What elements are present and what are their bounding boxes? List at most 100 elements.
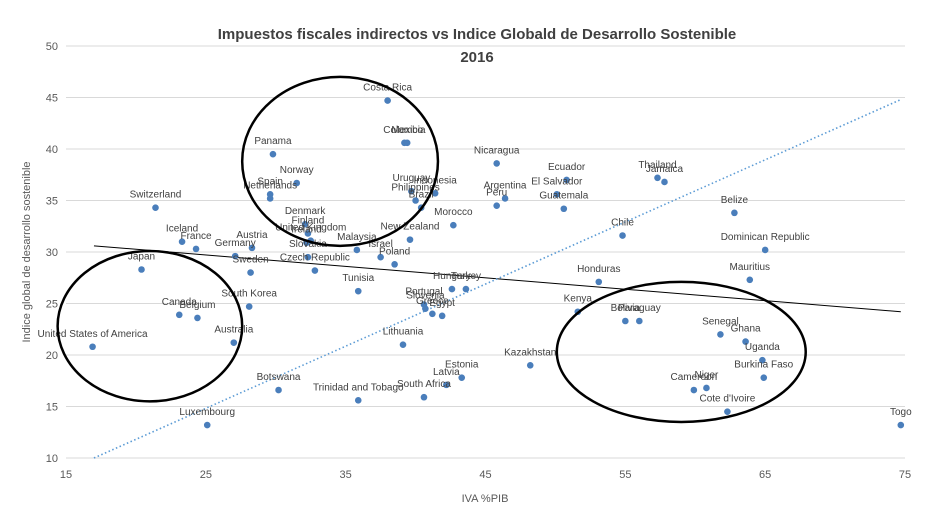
data-point	[458, 374, 466, 381]
data-point	[493, 160, 500, 167]
data-label: Thailand	[638, 160, 676, 171]
data-label: Egypt	[429, 298, 455, 309]
data-point	[595, 278, 603, 286]
x-tick-label: 55	[619, 469, 631, 481]
data-label: Iceland	[166, 224, 198, 235]
data-point	[248, 244, 256, 252]
data-point	[431, 189, 439, 197]
data-label: Togo	[890, 407, 912, 418]
data-point	[422, 305, 429, 312]
data-label: Kazakhstan	[504, 347, 556, 358]
data-label: Slovenia	[406, 291, 445, 302]
data-point	[746, 276, 754, 284]
data-label: Uganda	[745, 342, 780, 353]
data-label: South Africa	[397, 379, 451, 390]
data-label: Japan	[128, 252, 155, 263]
data-label: Philippines	[391, 183, 439, 194]
data-label: United States of America	[38, 329, 148, 340]
data-point	[560, 205, 568, 213]
data-point	[420, 393, 428, 401]
data-label: Greece	[416, 296, 449, 307]
data-point	[742, 338, 749, 345]
y-tick-label: 30	[46, 247, 58, 259]
data-label: Ireland	[291, 225, 322, 236]
data-label: Colombia	[383, 125, 426, 136]
data-label: Sweden	[233, 255, 269, 266]
data-label: Morocco	[434, 207, 473, 218]
data-label: Germany	[215, 238, 256, 249]
data-label: France	[180, 231, 212, 242]
data-label: Norway	[280, 165, 314, 176]
data-label: Denmark	[285, 206, 327, 217]
data-label: Paraguay	[618, 303, 661, 314]
y-tick-label: 35	[46, 196, 58, 208]
data-label: Panama	[254, 136, 292, 147]
data-point	[412, 197, 419, 204]
data-label: Trinidad and Tobago	[313, 382, 404, 393]
y-tick-label: 45	[46, 93, 58, 105]
data-point	[304, 253, 312, 261]
data-point	[377, 253, 384, 261]
data-label: Chile	[611, 218, 634, 229]
data-point	[203, 421, 211, 429]
y-tick-label: 50	[46, 41, 58, 53]
data-point	[269, 150, 277, 158]
data-point	[462, 285, 470, 293]
data-point	[138, 266, 145, 273]
data-point	[563, 176, 570, 184]
x-tick-label: 15	[60, 469, 72, 481]
data-point	[724, 408, 731, 415]
data-label: Cote d'Ivoire	[699, 394, 755, 405]
data-label: Switzerland	[130, 190, 182, 201]
data-label: United Kingdom	[275, 223, 346, 234]
data-point	[622, 317, 629, 325]
data-point	[247, 269, 254, 276]
data-label: Slovakia	[289, 239, 327, 250]
data-point	[391, 261, 398, 268]
data-point	[761, 246, 769, 254]
data-point	[501, 195, 509, 202]
data-label: Australia	[214, 325, 253, 336]
data-point	[690, 386, 698, 394]
data-point	[266, 195, 274, 202]
data-label: New Zealand	[381, 222, 440, 233]
data-point	[654, 174, 661, 182]
data-label: Israel	[368, 239, 392, 250]
data-point	[438, 312, 446, 320]
data-point	[311, 267, 319, 274]
data-point	[304, 230, 312, 237]
data-label: Poland	[379, 246, 410, 257]
data-label: Belgium	[179, 300, 215, 311]
data-point	[703, 384, 710, 392]
highlight-ellipse	[555, 280, 807, 424]
data-label: Turkey	[451, 271, 481, 282]
data-label: Tunisia	[342, 273, 374, 284]
data-label: Burkina Faso	[734, 360, 793, 371]
data-point	[408, 187, 415, 195]
x-tick-label: 35	[340, 469, 352, 481]
point-labels: Costa RicaColombiaMexicoPanamaNicaraguaN…	[38, 83, 913, 418]
y-axis-ticks: 10 15 20 25 30 35 40 45 50	[46, 41, 58, 465]
data-point	[448, 285, 456, 293]
data-label: Kenya	[564, 294, 593, 305]
data-point	[353, 246, 361, 254]
data-label: South Korea	[221, 289, 277, 300]
data-label: Dominican Republic	[721, 232, 810, 243]
data-point	[230, 339, 238, 346]
data-point	[897, 421, 905, 429]
data-label: Senegal	[702, 316, 739, 327]
data-label: Honduras	[577, 264, 620, 275]
highlight-ellipses	[56, 75, 807, 424]
data-label: Mauritius	[729, 262, 770, 273]
data-label: Finland	[292, 215, 325, 226]
data-point	[429, 310, 436, 318]
data-point	[760, 374, 768, 381]
data-point	[399, 341, 407, 349]
chart-subtitle: 2016	[460, 49, 493, 66]
data-label: Jamaica	[646, 164, 684, 175]
data-label: Argentina	[484, 180, 527, 191]
y-tick-label: 20	[46, 350, 58, 362]
data-point	[443, 381, 450, 389]
